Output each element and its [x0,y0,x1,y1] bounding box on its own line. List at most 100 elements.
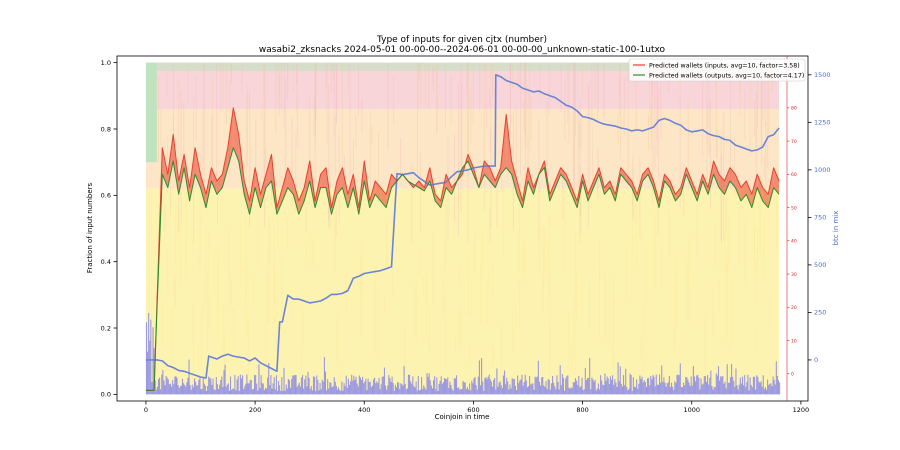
blue-bar [696,375,698,395]
blue-bar [737,389,739,395]
area-streak [714,221,716,268]
area-streak [580,179,582,234]
area-streak [247,85,248,168]
band-segment [588,180,594,201]
area-streak [305,243,307,261]
area-streak [175,206,177,266]
blue-bar [327,379,329,395]
band-segment [336,167,343,195]
x-tick-label: 0 [144,406,148,414]
blue-bar [449,381,451,395]
blue-bar [714,387,716,395]
blue-bar [295,375,297,395]
area-streak [573,300,575,364]
blue-bar [749,377,751,395]
area-streak [292,62,294,92]
blue-bar [247,383,249,395]
blue-bar [756,375,758,395]
blue-bar [388,374,390,395]
area-streak [562,164,564,220]
area-streak [454,134,455,223]
blue-bar [522,385,524,395]
blue-bar [229,376,232,395]
area-streak [302,307,304,349]
area-streak [208,232,210,306]
area-streak [560,62,562,112]
blue-bar [354,379,356,395]
band-segment [609,180,616,201]
area-streak [229,81,231,177]
area-streak [489,130,491,152]
y3-tick-label: 10 [791,338,797,344]
y3-tick-label: 70 [791,139,797,145]
band-segment [227,107,234,168]
blue-bar [369,381,371,395]
x-tick-label: 1000 [683,406,700,414]
blue-bar [409,374,411,395]
stacked-area-fills [145,62,780,395]
blue-bar [199,377,201,395]
blue-bar [734,386,736,395]
blue-bar [478,360,480,395]
area-streak [291,118,293,207]
blue-bar [383,367,386,395]
area-streak [687,100,689,192]
blue-bar [429,380,431,395]
blue-bar [719,380,721,395]
blue-bar [272,383,274,395]
blue-bar [613,384,615,395]
blue-bar [695,381,697,395]
blue-bar [344,386,346,395]
blue-bar [503,370,506,395]
area-streak [458,267,460,285]
area-streak [501,171,503,192]
area-streak [217,260,219,342]
area-streak [648,114,649,151]
blue-bar [424,387,426,395]
blue-bar [715,373,717,395]
blue-bar [241,375,244,395]
blue-bar [514,385,516,395]
area-streak [515,104,517,174]
area-streak [355,113,357,148]
area-streak [730,62,731,187]
area-streak [177,209,179,255]
area-streak [267,247,269,323]
blue-bar [459,389,461,395]
blue-bar [776,375,778,395]
area-streak [674,273,676,350]
blue-bar [299,386,301,395]
blue-bar [735,368,737,395]
area-streak [301,315,303,367]
blue-bar [395,387,398,395]
area-streak [636,224,638,268]
blue-bar [407,374,410,395]
blue-bar [352,380,354,395]
blue-bar [296,386,298,395]
blue-bar [574,378,577,395]
blue-bar [692,366,694,395]
area-streak [486,277,488,324]
blue-bar [298,382,300,395]
area-streak [618,77,620,98]
blue-bar [267,377,269,395]
area-streak [228,228,230,306]
blue-bar [731,363,733,395]
y-axis: 0.0 0.2 0.4 0.6 0.8 1.0 [101,59,117,399]
area-streak [573,62,575,195]
blue-bar [321,379,323,395]
area-streak [603,62,605,116]
area-streak [333,62,335,135]
blue-bar [382,376,384,395]
blue-bar [302,374,304,395]
blue-bar [145,322,148,395]
blue-bar [467,389,470,395]
blue-bar [690,376,692,395]
blue-bar [212,378,214,395]
blue-bar [452,390,454,395]
blue-bar [541,377,543,395]
area-streak [263,62,265,197]
area-streak [281,259,283,319]
blue-bar [472,383,474,395]
area-streak [549,286,551,360]
